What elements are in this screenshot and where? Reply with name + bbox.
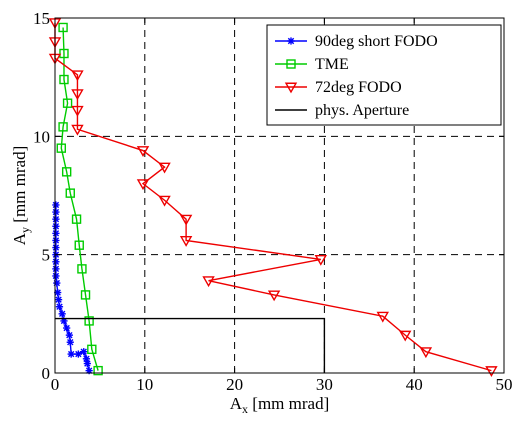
series-90deg-short-fodo <box>52 201 93 375</box>
legend-item-phys-aperture: phys. Aperture <box>275 102 409 119</box>
series-phys-aperture <box>55 317 326 373</box>
series-line-72deg-fodo <box>54 22 492 372</box>
data-point-tme <box>56 143 66 153</box>
data-point-72deg-fodo <box>179 214 193 226</box>
data-point-90deg-short-fodo <box>63 324 71 332</box>
data-point-90deg-short-fodo <box>52 243 60 252</box>
data-point-90deg-short-fodo <box>54 296 63 304</box>
data-point-tme <box>87 344 97 355</box>
data-point-72deg-fodo <box>158 195 171 207</box>
legend-marker <box>286 59 296 69</box>
y-axis-label-unit: [mm mrad] <box>10 146 29 227</box>
data-point-72deg-fodo <box>399 330 412 342</box>
data-point-90deg-short-fodo <box>52 222 60 230</box>
data-point-90deg-short-fodo <box>52 215 60 223</box>
series-line-phys-aperture <box>55 317 326 373</box>
x-axis-label-sub: x <box>242 402 248 416</box>
data-point-90deg-short-fodo <box>83 359 91 368</box>
data-point-72deg-fodo <box>136 179 150 191</box>
data-point-90deg-short-fodo <box>52 201 60 209</box>
data-point-90deg-short-fodo <box>52 236 60 245</box>
legend: 90deg short FODO TME 72deg FODO phys. Apert… <box>266 24 502 126</box>
data-point-tme <box>58 22 68 33</box>
data-point-90deg-short-fodo <box>55 303 64 311</box>
series-tme <box>56 22 103 376</box>
x-tick-label: 40 <box>406 375 423 394</box>
data-point-tme <box>61 167 72 177</box>
legend-label: 90deg short FODO <box>315 33 438 50</box>
legend-marker <box>284 82 298 94</box>
x-tick-label: 10 <box>136 375 153 394</box>
data-point-72deg-fodo <box>136 146 150 157</box>
data-point-90deg-short-fodo <box>58 310 66 318</box>
data-point-tme <box>74 240 84 250</box>
data-point-72deg-fodo <box>71 124 84 136</box>
data-point-90deg-short-fodo <box>52 208 60 216</box>
data-point-72deg-fodo <box>71 70 84 82</box>
data-point-72deg-fodo <box>314 254 328 266</box>
data-point-90deg-short-fodo <box>85 367 93 375</box>
data-point-72deg-fodo <box>71 105 84 117</box>
data-point-tme <box>77 264 87 274</box>
data-point-tme <box>71 214 82 224</box>
data-point-tme <box>58 122 68 132</box>
data-point-90deg-short-fodo <box>52 229 60 237</box>
x-tick-label: 20 <box>226 375 243 394</box>
grid <box>55 18 504 373</box>
x-axis-label: Ax [mm mrad] <box>230 394 329 416</box>
data-point-tme <box>59 48 69 59</box>
y-tick-label: 10 <box>33 127 50 146</box>
x-axis-label-main: A <box>230 394 243 413</box>
data-point-90deg-short-fodo <box>52 272 60 280</box>
legend-marker <box>287 37 295 45</box>
y-tick-label: 5 <box>42 246 51 265</box>
data-point-72deg-fodo <box>376 311 389 323</box>
data-point-72deg-fodo <box>419 347 433 359</box>
y-axis-label: Ay [mm mrad] <box>10 146 32 245</box>
data-point-90deg-short-fodo <box>53 279 61 287</box>
x-tick-label: 0 <box>51 375 60 394</box>
legend-item-90deg-short-fodo: 90deg short FODO <box>275 33 438 50</box>
data-point-72deg-fodo <box>202 276 215 288</box>
data-point-72deg-fodo <box>71 89 84 101</box>
legend-item-tme: TME <box>275 56 349 73</box>
data-point-90deg-short-fodo <box>52 258 60 266</box>
legend-label: phys. Aperture <box>315 102 409 119</box>
data-point-90deg-short-fodo <box>74 350 82 358</box>
data-point-72deg-fodo <box>179 236 193 247</box>
legend-box <box>266 24 502 126</box>
y-tick-label: 15 <box>33 9 50 28</box>
legend-label: TME <box>315 56 349 73</box>
data-point-tme <box>59 74 69 85</box>
data-point-tme <box>93 365 103 376</box>
data-point-tme <box>62 98 73 108</box>
data-point-90deg-short-fodo <box>67 350 75 358</box>
y-axis-label-main: A <box>10 232 29 245</box>
data-point-90deg-short-fodo <box>82 355 91 363</box>
y-axis-label-sub: y <box>18 227 32 233</box>
y-tick-label: 0 <box>42 364 51 383</box>
series-line-tme <box>60 27 99 371</box>
legend-label: 72deg FODO <box>315 79 402 96</box>
data-point-90deg-short-fodo <box>52 265 60 273</box>
data-point-tme <box>80 290 91 300</box>
x-axis-label-unit: [mm mrad] <box>248 394 329 413</box>
data-point-90deg-short-fodo <box>65 331 73 339</box>
plot-frame <box>54 17 505 374</box>
data-point-tme <box>84 316 94 326</box>
x-tick-label: 30 <box>316 375 333 394</box>
data-point-72deg-fodo <box>267 290 281 302</box>
legend-item-72deg-fodo: 72deg FODO <box>275 79 402 96</box>
ticks: 0 10 20 30 40 50 0 5 10 15 <box>33 9 513 394</box>
x-tick-label: 50 <box>496 375 513 394</box>
data-point-72deg-fodo <box>485 366 498 378</box>
data-point-72deg-fodo <box>158 162 171 174</box>
data-point-tme <box>65 188 75 198</box>
data-point-90deg-short-fodo <box>66 338 74 346</box>
